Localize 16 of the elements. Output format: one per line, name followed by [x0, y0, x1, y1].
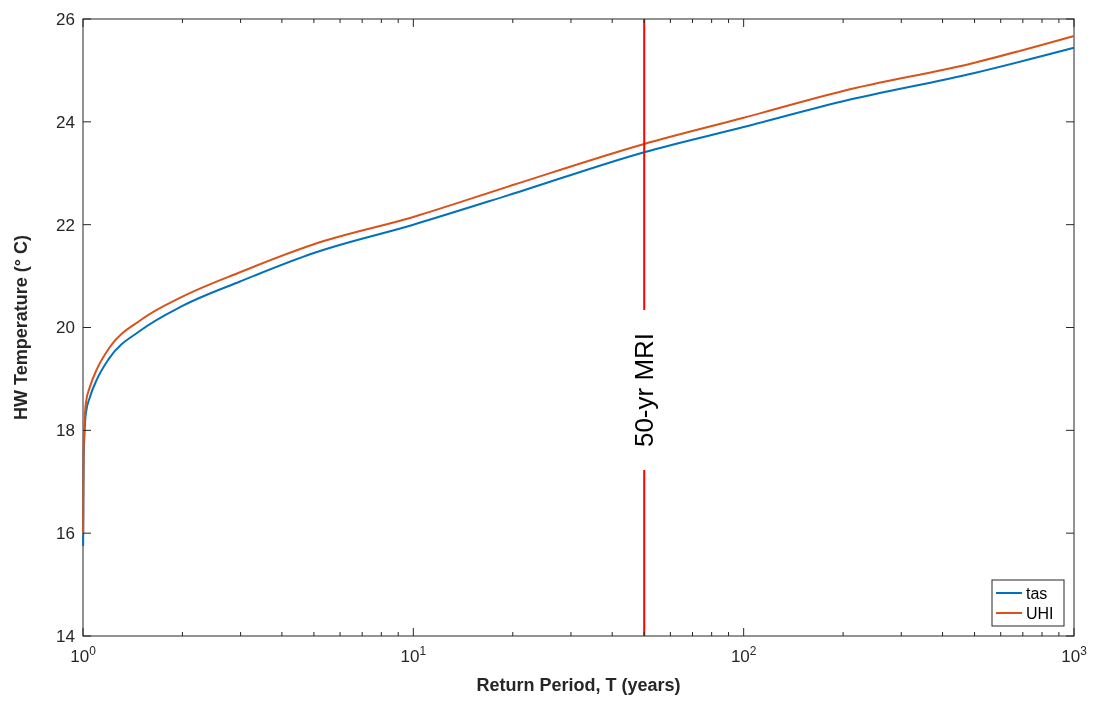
y-tick-label: 24	[56, 112, 75, 132]
ref-line-label: 50-yr MRI	[629, 332, 660, 448]
y-tick-label: 22	[56, 215, 75, 235]
x-axis-title: Return Period, T (years)	[476, 675, 681, 695]
y-tick-label: 18	[56, 421, 75, 441]
legend-label: UHI	[1026, 604, 1054, 622]
x-tick-label: 10$^{1}$	[400, 644, 427, 666]
y-tick-label: 20	[56, 318, 75, 338]
y-tick-label: 14	[56, 626, 75, 646]
legend-label: tas	[1026, 584, 1048, 602]
x-tick-label: 10$^{0}$	[70, 644, 97, 666]
y-tick-label: 16	[56, 524, 75, 544]
y-axis-title: HW Temperature (° C)	[11, 235, 31, 420]
x-tick-label: 10$^{2}$	[730, 644, 757, 666]
y-tick-label: 26	[56, 9, 75, 29]
x-tick-label: 10$^{3}$	[1061, 644, 1088, 666]
